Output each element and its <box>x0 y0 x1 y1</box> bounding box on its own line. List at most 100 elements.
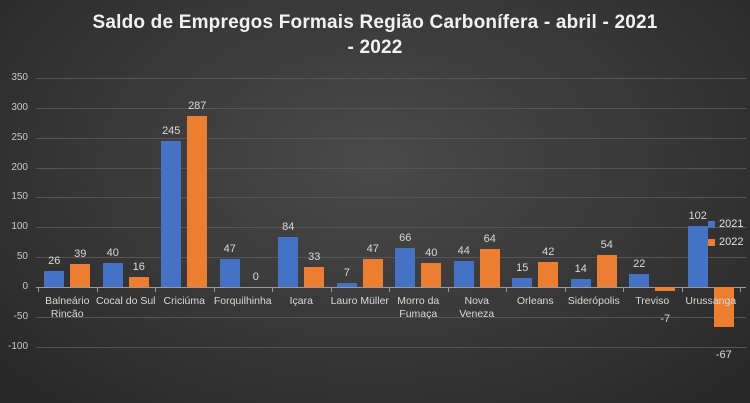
data-label: 44 <box>457 244 470 257</box>
y-tick-label: 200 <box>11 161 28 173</box>
data-label: 0 <box>252 271 259 283</box>
x-tick <box>389 287 390 292</box>
category-label: Balneário Rincão <box>45 295 90 320</box>
bar-2021[interactable] <box>278 236 299 287</box>
bar-2022[interactable] <box>479 248 500 287</box>
y-tick-label: 100 <box>11 221 28 233</box>
gridline <box>36 78 746 79</box>
bar-2021[interactable] <box>102 263 123 287</box>
x-tick <box>506 287 507 292</box>
x-tick <box>38 287 39 292</box>
gridline <box>36 107 746 109</box>
data-label: 7 <box>343 266 350 279</box>
bar-2022[interactable] <box>128 277 149 287</box>
bar-2022[interactable] <box>538 261 559 287</box>
data-label: 54 <box>600 238 613 251</box>
data-label: 245 <box>162 124 181 137</box>
category-label: Criciúma <box>163 295 205 307</box>
category-label: Nova Veneza <box>459 295 495 320</box>
bar-2021[interactable] <box>219 258 240 287</box>
data-label: 47 <box>223 242 236 255</box>
data-label: -7 <box>660 313 671 326</box>
y-tick-label: -50 <box>13 310 28 322</box>
bar-2022[interactable] <box>187 115 208 287</box>
gridline <box>36 346 746 348</box>
bar-2022[interactable] <box>421 263 442 287</box>
x-tick <box>447 287 449 292</box>
gridline <box>36 227 746 229</box>
bar-2022[interactable] <box>304 267 325 287</box>
bar-2022[interactable] <box>70 263 91 287</box>
legend-item-2022[interactable]: 2022 <box>708 233 743 251</box>
bar-2021[interactable] <box>629 273 650 287</box>
data-label: 22 <box>633 257 646 270</box>
bar-2021[interactable] <box>453 260 474 287</box>
x-tick <box>272 287 273 292</box>
bar-2021[interactable] <box>570 278 591 287</box>
y-tick-label: 150 <box>11 191 28 203</box>
data-label: -67 <box>715 349 732 361</box>
legend-label: 2022 <box>719 236 744 248</box>
category-label: Orleans <box>516 295 554 307</box>
data-label: 40 <box>425 247 438 260</box>
data-label: 33 <box>308 251 321 264</box>
data-label: 64 <box>483 232 496 245</box>
chart-title-line-1: Saldo de Empregos Formais Região Carboní… <box>92 12 658 33</box>
bar-2021[interactable] <box>44 271 65 287</box>
x-tick <box>155 287 156 292</box>
bar-2022[interactable] <box>362 258 383 287</box>
bar-2021[interactable] <box>336 282 357 287</box>
gridline <box>36 316 746 318</box>
data-label: 102 <box>688 210 707 223</box>
bar-2021[interactable] <box>687 226 708 287</box>
gridline <box>36 257 746 259</box>
chart-title: Saldo de Empregos Formais Região Carboní… <box>0 10 750 60</box>
gridline <box>36 197 746 199</box>
y-tick-label: 300 <box>11 101 28 113</box>
data-label: 26 <box>48 255 61 268</box>
gridline <box>36 137 746 139</box>
category-label: Treviso <box>635 295 670 307</box>
x-tick <box>564 287 566 292</box>
bar-2022[interactable] <box>596 254 617 287</box>
category-label: Lauro Müller <box>330 295 389 307</box>
category-label: Siderópolis <box>567 295 620 307</box>
legend-item-2021[interactable]: 2021 <box>708 215 743 233</box>
x-tick <box>330 287 332 292</box>
x-tick <box>740 287 741 292</box>
data-label: 39 <box>74 247 87 260</box>
bar-2021[interactable] <box>395 247 416 287</box>
y-tick-label: -100 <box>7 340 28 352</box>
data-label: 40 <box>106 247 119 260</box>
category-label: Cocal do Sul <box>95 295 156 307</box>
bar-2021[interactable] <box>512 278 533 287</box>
x-tick <box>96 287 98 292</box>
zero-axis-line <box>36 287 746 288</box>
data-label: 84 <box>282 220 295 233</box>
data-label: 15 <box>516 262 529 275</box>
bar-2022[interactable] <box>713 287 734 327</box>
x-tick <box>681 287 683 292</box>
bar-2022[interactable] <box>655 287 676 292</box>
legend: 2021 2022 <box>708 215 743 251</box>
legend-swatch <box>708 220 715 228</box>
chart-title-line-2: - 2022 <box>347 37 403 58</box>
gridline <box>36 167 746 169</box>
category-label: Içara <box>289 295 313 307</box>
legend-label: 2021 <box>719 218 744 230</box>
data-label: 42 <box>542 245 555 258</box>
data-label: 47 <box>366 242 379 255</box>
y-tick-label: 350 <box>11 72 28 83</box>
legend-swatch <box>708 238 715 246</box>
x-tick <box>623 287 624 292</box>
bar-2021[interactable] <box>161 140 182 287</box>
category-label: Urussanga <box>685 295 737 307</box>
data-label: 66 <box>399 231 412 244</box>
data-label: 287 <box>188 99 207 112</box>
y-tick-label: 0 <box>22 281 28 292</box>
y-tick-label: 250 <box>11 131 28 143</box>
category-label: Forquilhinha <box>213 295 272 307</box>
x-tick <box>213 287 215 292</box>
plot-area: 26 39 Balneário Rincão 40 16 Cocal do Sul 245 28… <box>36 0 746 403</box>
